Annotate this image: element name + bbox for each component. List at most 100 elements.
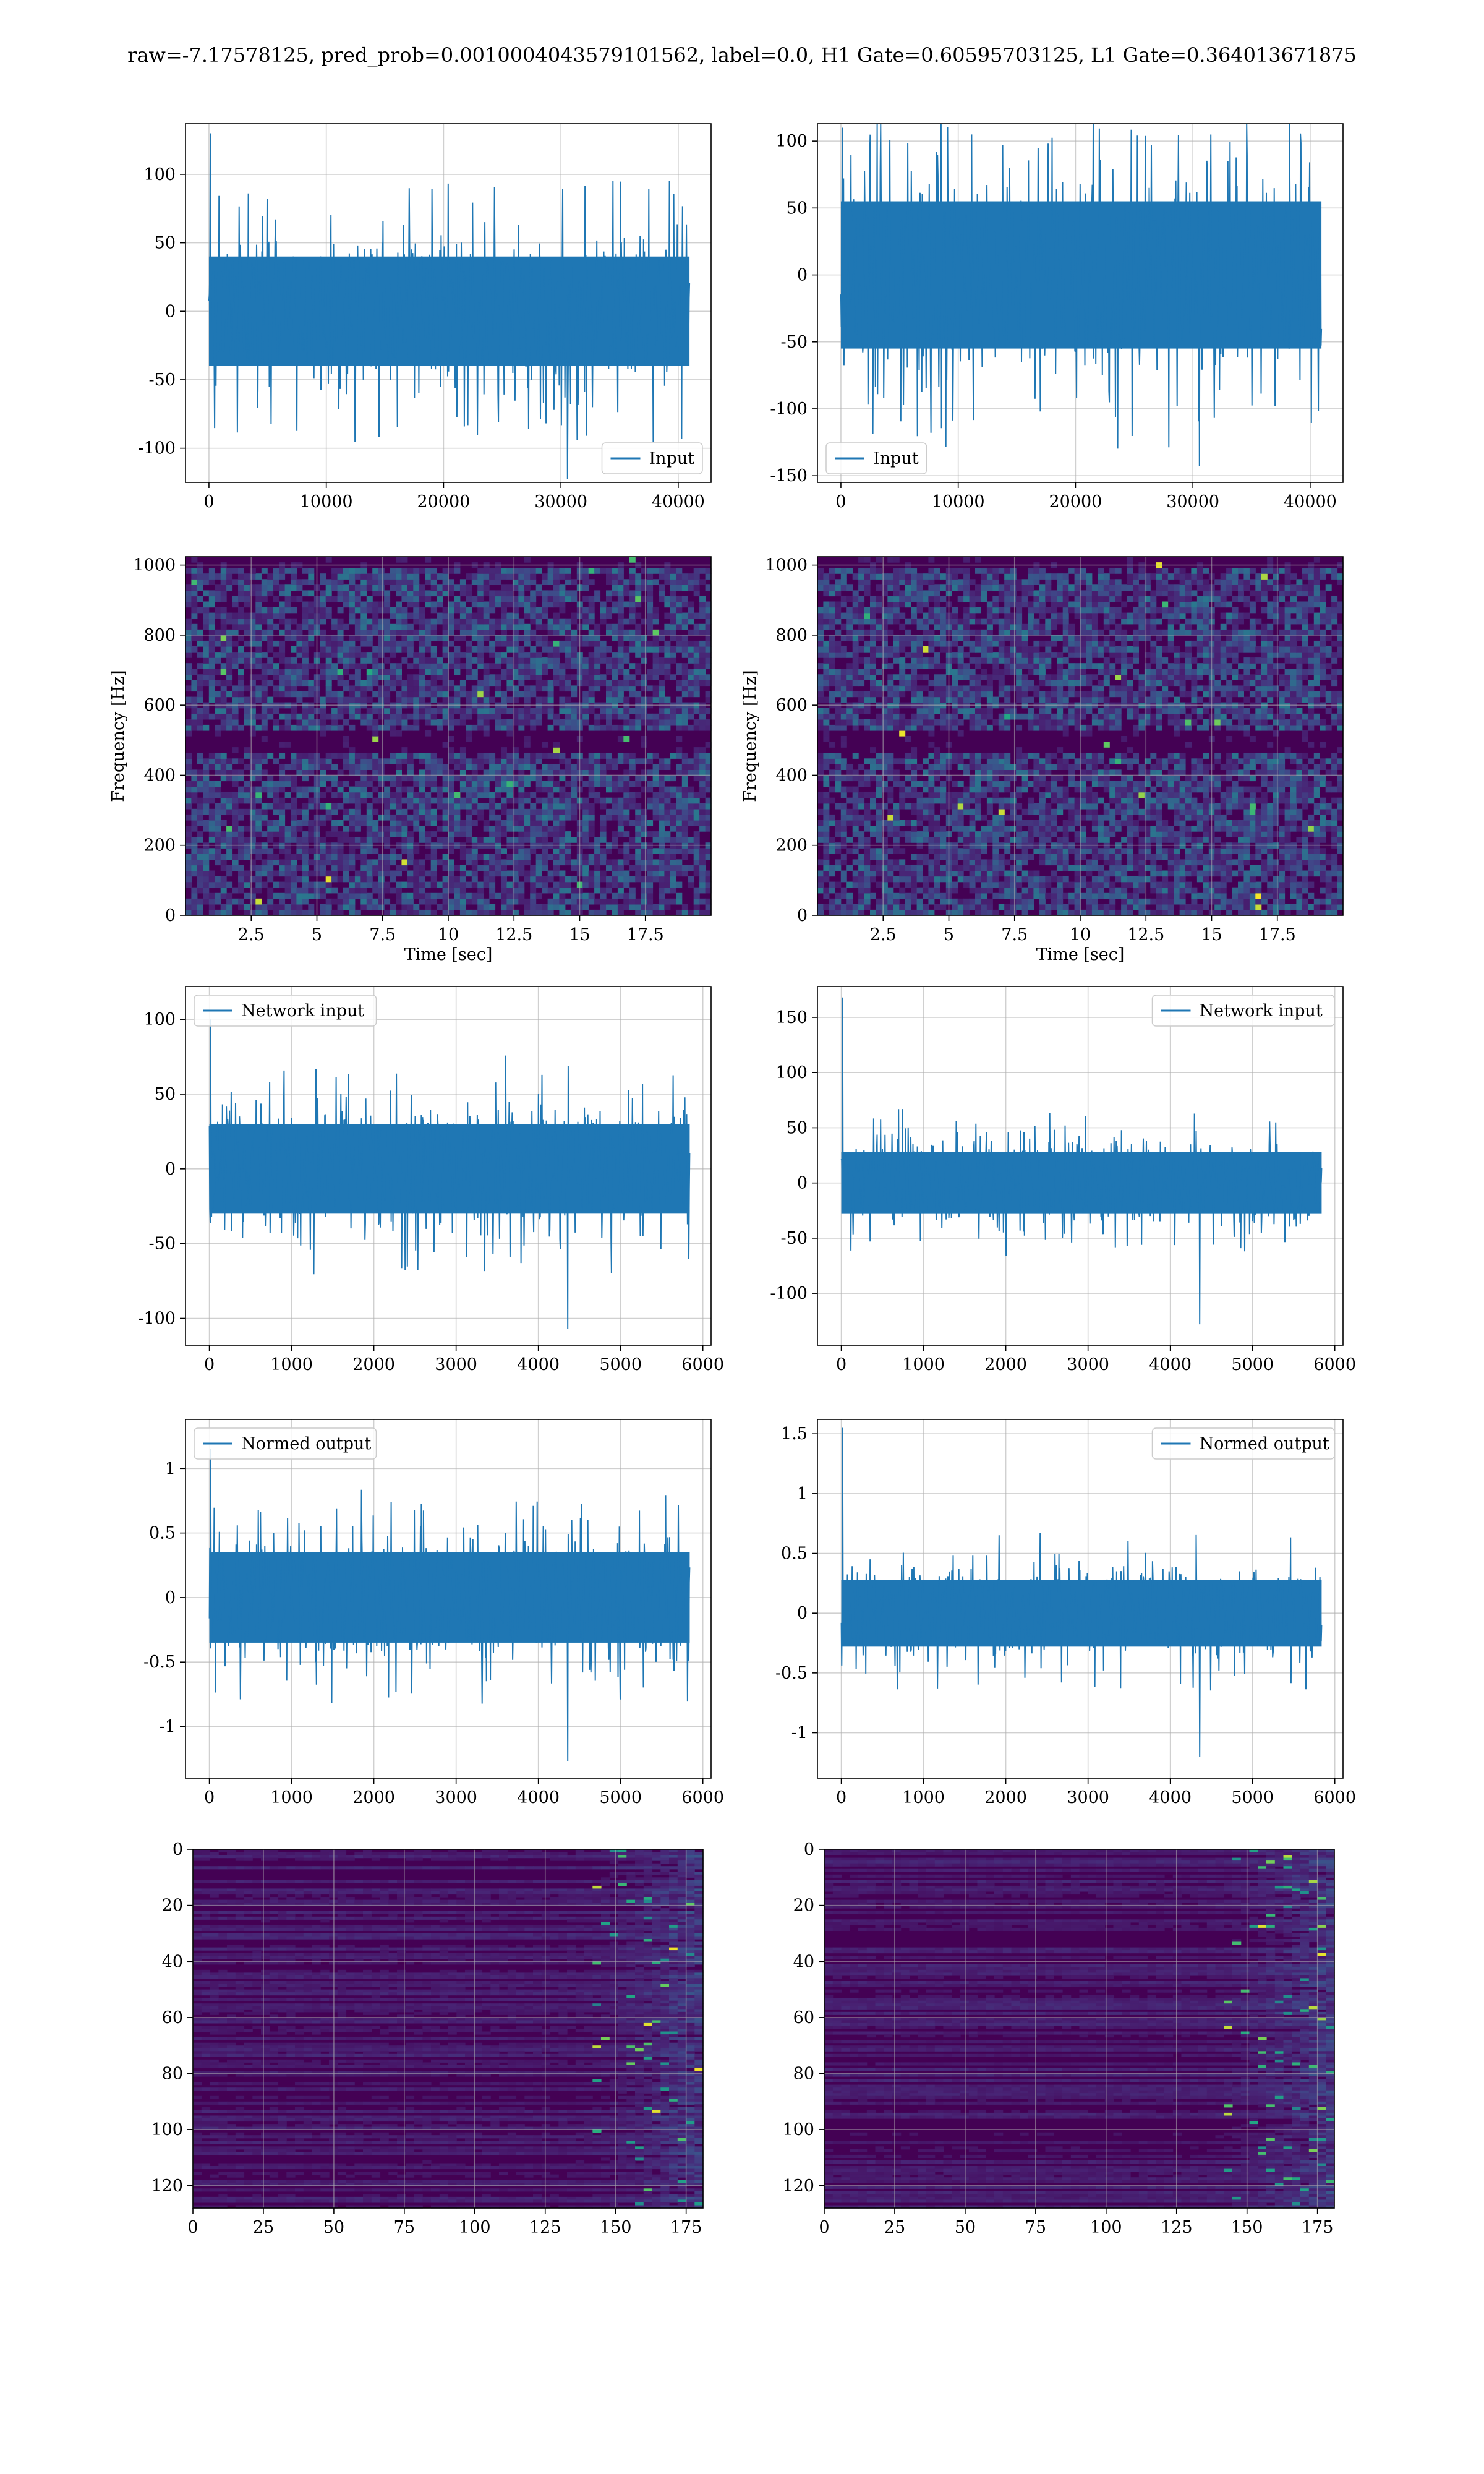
heatmap-cell (571, 808, 578, 815)
heatmap-cell (635, 691, 642, 698)
heatmap-cell (582, 904, 589, 910)
heatmap-cell (1243, 887, 1250, 894)
heatmap-cell (232, 781, 239, 787)
heatmap-cell (1267, 904, 1274, 910)
heatmap-cell (852, 870, 859, 877)
heatmap-cell (360, 696, 367, 703)
heatmap-cell (483, 719, 490, 726)
heatmap-cell (390, 685, 396, 692)
heatmap-cell (1086, 859, 1093, 866)
heatmap-cell (215, 629, 221, 636)
heatmap-cell (343, 837, 349, 843)
heatmap-cell (495, 719, 501, 726)
heatmap-cell (518, 898, 525, 905)
heatmap-cell (396, 826, 402, 832)
heatmap-cell (396, 646, 402, 653)
heatmap-cell (1057, 892, 1064, 899)
heatmap-cell (606, 758, 612, 764)
heatmap-cell (360, 713, 367, 720)
heatmap-cell (623, 786, 630, 793)
heatmap-cell (396, 865, 402, 871)
heatmap-cell (203, 865, 210, 871)
heatmap-cell (1273, 892, 1279, 899)
heatmap-cell (430, 764, 437, 770)
heatmap-cell (302, 803, 309, 810)
heatmap-cell (354, 680, 361, 687)
heatmap-cell (354, 786, 361, 793)
heatmap-cell (535, 719, 542, 726)
heatmap-cell (320, 674, 326, 680)
heatmap-cell (291, 607, 297, 614)
heatmap-cell (899, 892, 906, 899)
heatmap-cell (571, 590, 578, 597)
heatmap-cell (425, 669, 432, 675)
heatmap-cell (459, 786, 466, 793)
x-tick-label: 40000 (652, 492, 705, 511)
heatmap-cell (606, 719, 612, 726)
heatmap-cell (430, 708, 437, 714)
heatmap-cell (378, 568, 385, 574)
heatmap-cell (384, 708, 391, 714)
heatmap-cell (1144, 876, 1151, 883)
heatmap-cell (629, 573, 636, 580)
heatmap-cell (372, 758, 379, 764)
heatmap-cell (1074, 865, 1081, 871)
heatmap-cell (652, 831, 659, 837)
heatmap-cell (1290, 904, 1297, 910)
heatmap-cell (284, 764, 291, 770)
heatmap-cell (255, 792, 262, 798)
heatmap-cell (1167, 854, 1174, 860)
heatmap-cell (1010, 881, 1017, 888)
heatmap-cell (1220, 876, 1227, 883)
heatmap-cell (659, 663, 665, 669)
heatmap-cell (659, 568, 665, 574)
heatmap-cell (1302, 854, 1308, 860)
heatmap-cell (565, 657, 571, 664)
heatmap-cell (273, 607, 279, 614)
heatmap-cell (1039, 892, 1046, 899)
heatmap-cell (360, 685, 367, 692)
heatmap-cell (197, 803, 203, 810)
heatmap-cell (641, 854, 647, 860)
heatmap-cell (238, 870, 244, 877)
heatmap-cell (284, 584, 291, 591)
heatmap-cell (1127, 904, 1133, 910)
heatmap-cell (291, 680, 297, 687)
heatmap-cell (238, 881, 244, 888)
heatmap-cell (524, 870, 531, 877)
heatmap-cell (582, 719, 589, 726)
heatmap-cell (279, 870, 286, 877)
heatmap-cell (208, 764, 215, 770)
heatmap-cell (360, 618, 367, 625)
heatmap-cell (349, 792, 356, 798)
heatmap-cell (291, 663, 297, 669)
heatmap-cell (349, 696, 356, 703)
heatmap-cell (681, 646, 688, 653)
heatmap-cell (501, 803, 507, 810)
heatmap-cell (876, 865, 882, 871)
heatmap-cell (647, 719, 654, 726)
heatmap-cell (471, 820, 478, 826)
heatmap-cell (249, 640, 256, 647)
heatmap-cell (343, 708, 349, 714)
heatmap-cell (530, 607, 537, 614)
heatmap-cell (547, 657, 554, 664)
heatmap-cell (647, 892, 654, 899)
heatmap-cell (366, 579, 373, 585)
heatmap-cell (1028, 854, 1034, 860)
heatmap-cell (916, 859, 923, 866)
heatmap-cell (524, 685, 531, 692)
heatmap-cell (419, 635, 425, 641)
heatmap-cell (1255, 870, 1262, 877)
heatmap-cell (617, 724, 624, 731)
heatmap-cell (489, 607, 496, 614)
heatmap-cell (372, 579, 379, 585)
heatmap-cell (681, 826, 688, 832)
heatmap-cell (302, 579, 309, 585)
heatmap-cell (425, 892, 432, 899)
heatmap-cell (448, 904, 454, 910)
heatmap-cell (705, 663, 712, 669)
heatmap-cell (244, 663, 250, 669)
heatmap-cell (442, 892, 449, 899)
heatmap-cell (208, 797, 215, 804)
